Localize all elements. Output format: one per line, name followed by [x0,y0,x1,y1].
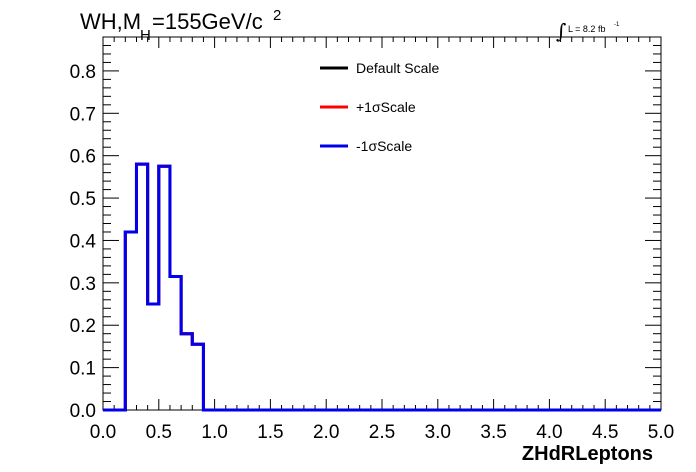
y-tick-label: 0.4 [70,231,97,252]
legend-label-default: Default Scale [356,60,439,76]
y-tick-label: 0.3 [70,274,96,295]
x-tick-label: 1.0 [201,422,227,443]
legend: Default Scale +1σScale -1σScale [320,60,439,154]
chart-title-superscript: 2 [273,7,281,24]
x-tick-label: 2.5 [369,422,395,443]
series-line-2 [103,162,661,412]
y-tick-label: 0.1 [70,359,96,380]
x-axis-label: ZHdRLeptons [522,443,653,465]
chart-title-subscript: H [140,27,151,44]
integral-symbol: ∫ [556,19,566,43]
legend-label-minus1sigma: -1σScale [356,138,412,154]
series-line-0 [103,162,661,412]
x-tick-label: 3.5 [480,422,506,443]
x-tick-label: 0.5 [146,422,172,443]
luminosity-label: L = 8.2 fb [568,24,605,34]
x-tick-label: 5.0 [648,422,674,443]
chart-title-rest: =155GeV/c [152,9,263,34]
x-tick-label: 2.0 [313,422,339,443]
y-tick-label: 0.2 [70,316,96,337]
y-tick-label: 0.6 [70,147,96,168]
y-tick-label: 0.7 [70,104,96,125]
legend-label-plus1sigma: +1σScale [356,99,416,115]
y-tick-label: 0.0 [70,401,96,422]
x-tick-label: 1.5 [257,422,283,443]
series-line-1 [103,162,661,412]
y-axis: 0.0 0.1 0.2 0.3 0.4 0.5 0.6 0.7 0.8 [70,36,661,422]
x-axis: 0.0 0.5 1.0 1.5 2.0 2.5 3.0 3.5 4.0 4.5 5.0 [90,37,674,443]
series-layer [103,162,661,412]
x-tick-label: 4.5 [592,422,618,443]
x-tick-label: 0.0 [90,422,116,443]
x-tick-label: 4.0 [536,422,562,443]
luminosity-superscript: -1 [614,22,620,28]
y-tick-label: 0.8 [70,62,96,83]
x-tick-label: 3.0 [425,422,451,443]
y-tick-label: 0.5 [70,189,96,210]
plot-frame [102,36,662,411]
chart-title-main: WH,M [80,9,141,34]
